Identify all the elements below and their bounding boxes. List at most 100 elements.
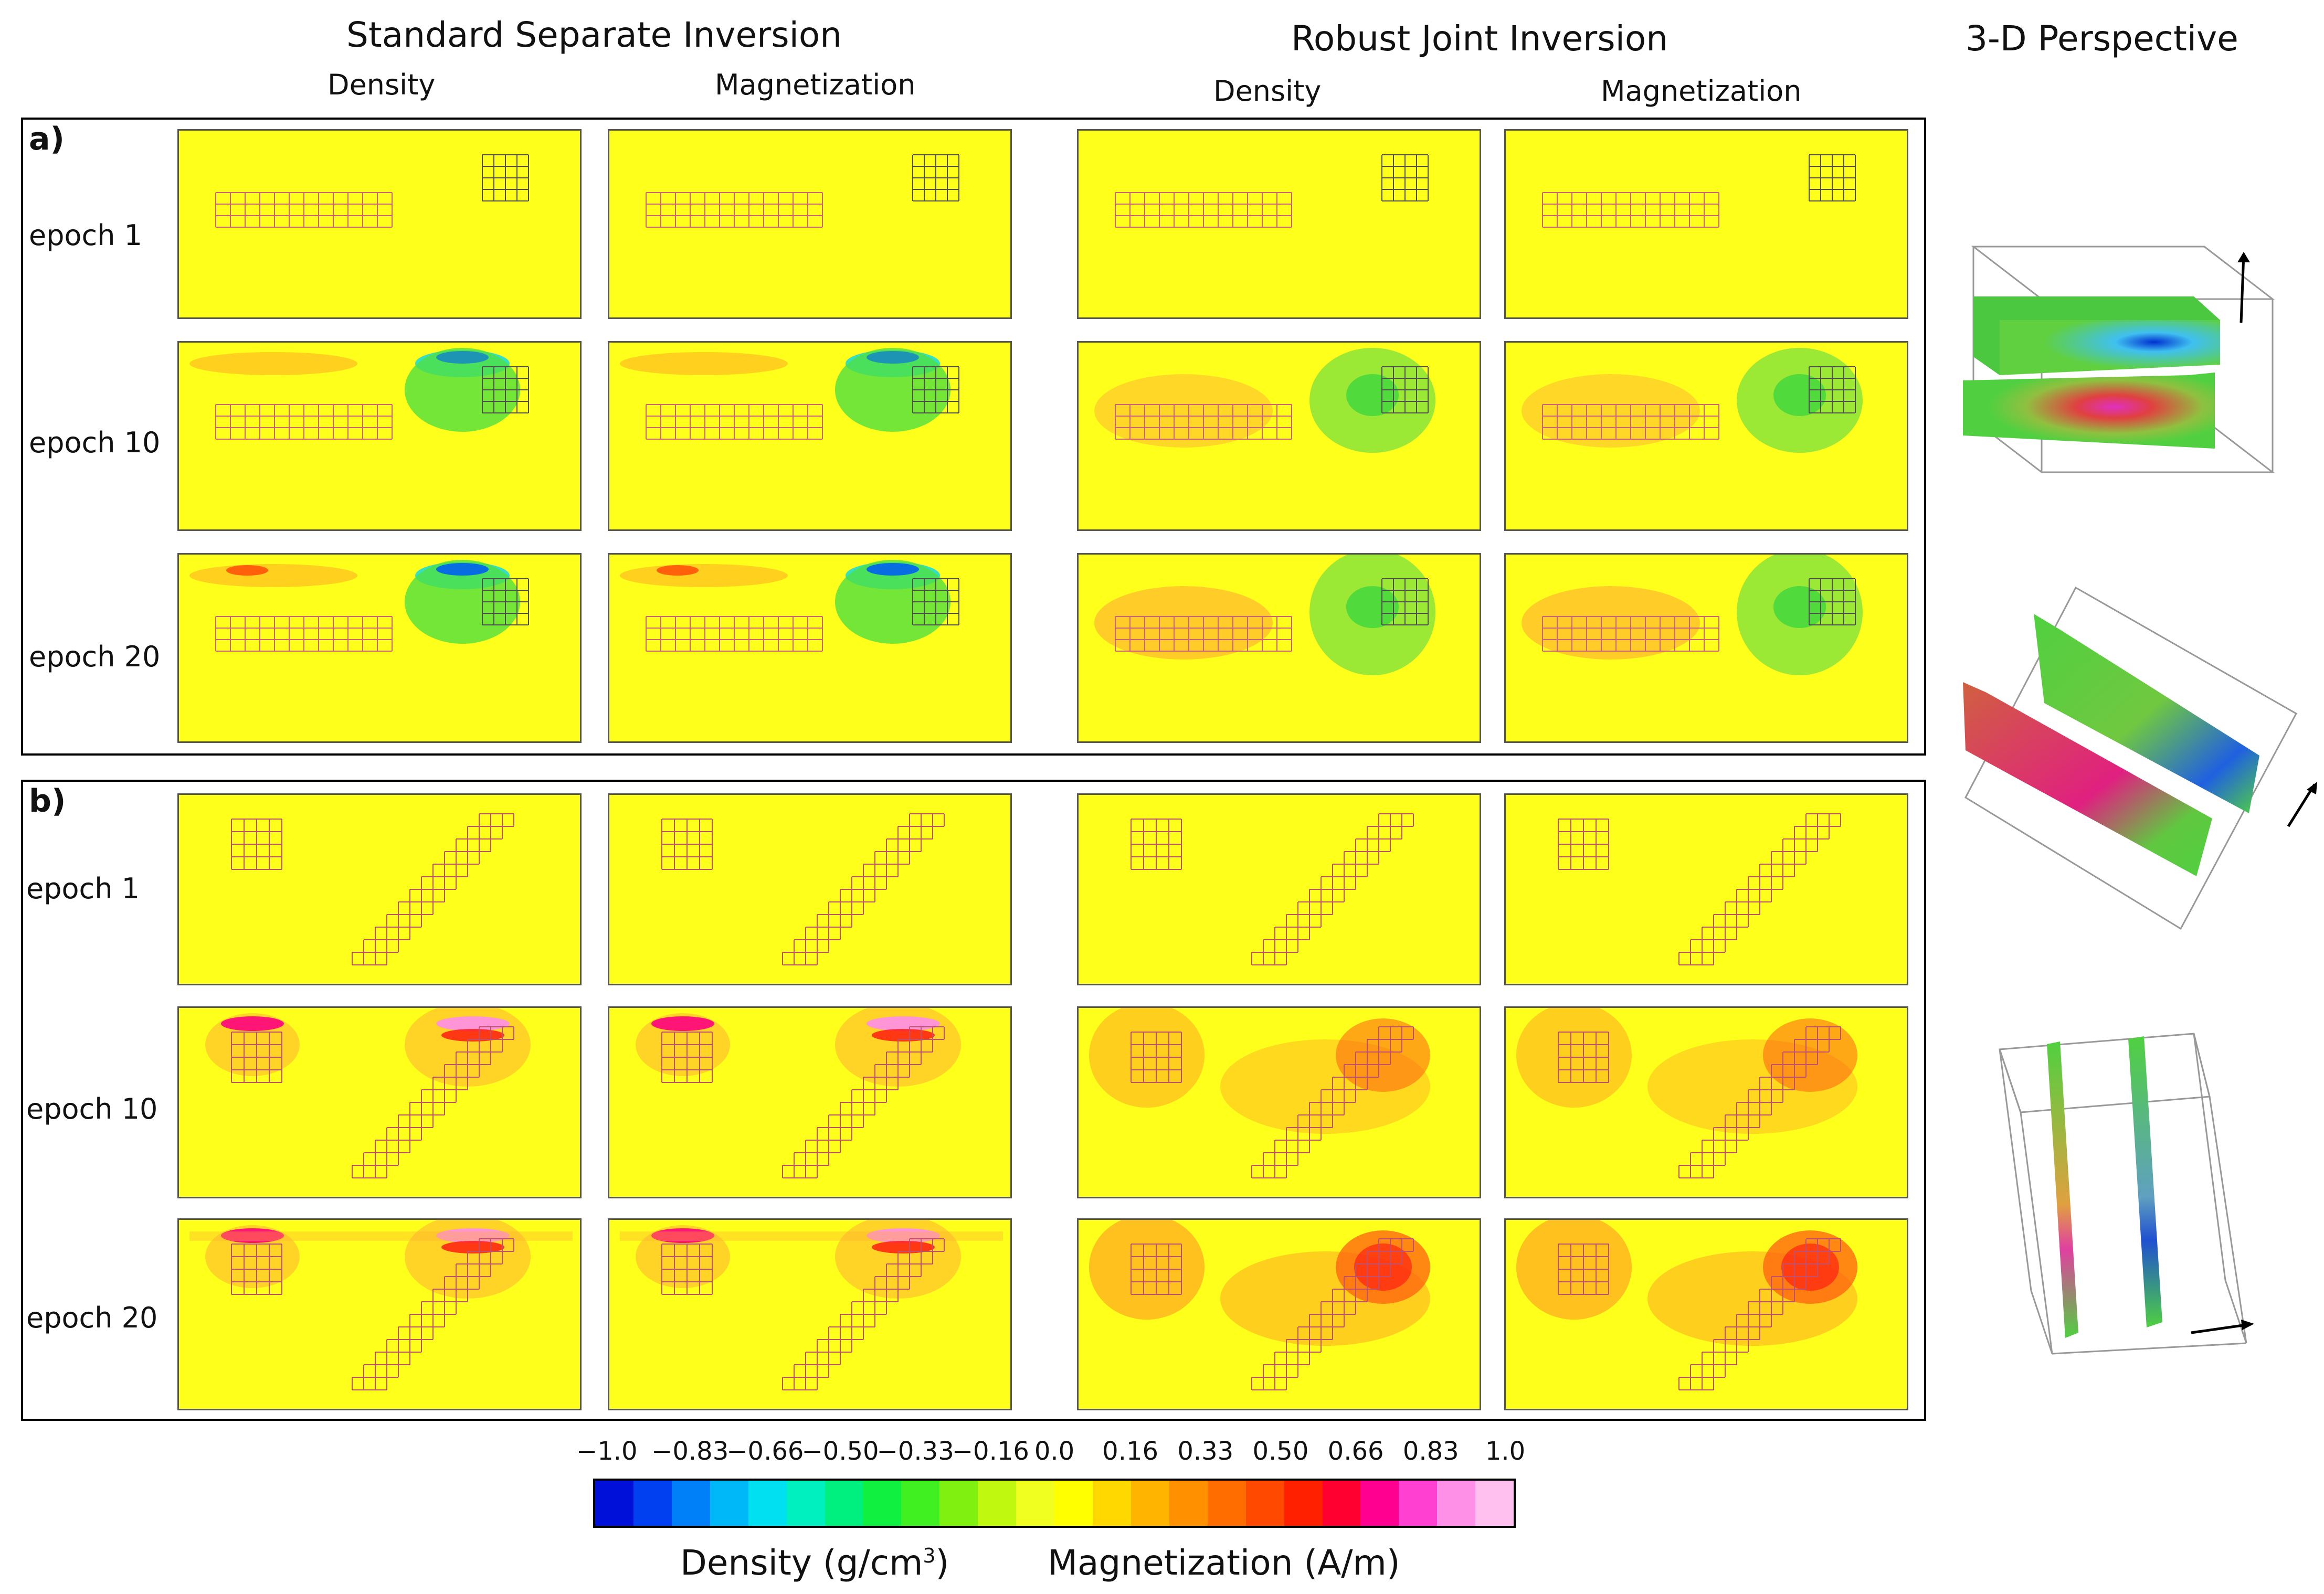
panel-graphic	[1131, 813, 1414, 965]
colorbar-tick-label: −1.0	[576, 1437, 638, 1466]
colorbar-tick-label: 1.0	[1485, 1437, 1526, 1466]
colorbar-tick-label: −0.16	[952, 1437, 1029, 1466]
col-joint-density: Density	[1213, 75, 1322, 108]
colorbar-swatch	[1131, 1481, 1169, 1526]
colorbar-swatch	[825, 1481, 863, 1526]
inversion-panel	[177, 341, 582, 531]
colorbar-swatch	[1245, 1481, 1284, 1526]
perspective-view-2	[1963, 586, 2317, 930]
panel-graphic	[1516, 1008, 1857, 1178]
colorbar-swatch	[1475, 1481, 1514, 1526]
panel-graphic	[1558, 813, 1841, 965]
panel-graphic	[215, 154, 529, 228]
separate-inversion-title: Standard Separate Inversion	[346, 15, 842, 55]
panel-graphic	[636, 1008, 961, 1178]
colorbar-swatch	[748, 1481, 787, 1526]
inversion-panel	[177, 553, 582, 743]
colorbar-swatch	[863, 1481, 902, 1526]
inversion-panel	[1504, 793, 1908, 985]
panel-graphic	[1089, 1220, 1430, 1390]
colorbar-swatch	[1284, 1481, 1323, 1526]
inversion-panel	[177, 793, 582, 985]
colorbar-swatch	[1016, 1481, 1055, 1526]
panel-graphic	[620, 560, 959, 652]
colorbar-swatch	[1360, 1481, 1399, 1526]
perspective-view-1	[1963, 246, 2275, 473]
colorbar-swatch	[1399, 1481, 1438, 1526]
inversion-panel	[177, 129, 582, 319]
col-joint-magnetization: Magnetization	[1601, 75, 1802, 108]
colorbar-swatch	[633, 1481, 672, 1526]
perspective-view-3	[1998, 1033, 2254, 1355]
inversion-panel	[608, 1218, 1012, 1410]
inversion-panel	[1077, 1006, 1481, 1198]
colorbar-tick-label: 0.16	[1102, 1437, 1159, 1466]
panel-graphic	[1094, 348, 1435, 453]
colorbar	[593, 1479, 1516, 1528]
inversion-panel	[1077, 1218, 1481, 1410]
colorbar-swatch	[1437, 1481, 1476, 1526]
panel-graphic	[1522, 555, 1863, 675]
inversion-panel	[1504, 129, 1908, 319]
colorbar-label-density: Density (g/cm3)	[680, 1543, 949, 1583]
inversion-panel	[608, 553, 1012, 743]
panel-graphic	[1522, 348, 1863, 453]
colorbar-swatch	[786, 1481, 825, 1526]
epoch-label: epoch 10	[29, 426, 161, 459]
colorbar-tick-label: 0.83	[1402, 1437, 1459, 1466]
inversion-panel	[1504, 553, 1908, 743]
inversion-panel	[177, 1006, 582, 1198]
section-a-label: a)	[29, 121, 65, 157]
panel-graphic	[1542, 154, 1856, 228]
col-sep-density: Density	[328, 68, 436, 101]
colorbar-swatch	[1092, 1481, 1131, 1526]
colorbar-swatch	[1169, 1481, 1208, 1526]
perspective-title: 3-D Perspective	[1966, 18, 2238, 59]
colorbar-swatch	[901, 1481, 940, 1526]
colorbar-label-magnetization: Magnetization (A/m)	[1048, 1543, 1400, 1583]
colorbar-tick-label: 0.50	[1252, 1437, 1309, 1466]
panel-graphic	[1089, 1008, 1430, 1178]
inversion-panel	[608, 129, 1012, 319]
section-b-label: b)	[29, 783, 66, 820]
inversion-panel	[608, 341, 1012, 531]
colorbar-swatch	[1207, 1481, 1246, 1526]
inversion-panel	[608, 793, 1012, 985]
colorbar-swatch	[939, 1481, 978, 1526]
colorbar-tick-label: 0.0	[1034, 1437, 1075, 1466]
inversion-panel	[1504, 341, 1908, 531]
colorbar-swatch	[710, 1481, 748, 1526]
colorbar-tick-label: −0.83	[651, 1437, 729, 1466]
panel-graphic	[231, 813, 514, 965]
inversion-panel	[177, 1218, 582, 1410]
panel-graphic	[1094, 555, 1435, 675]
inversion-panel	[1077, 793, 1481, 985]
colorbar-tick-label: 0.33	[1177, 1437, 1234, 1466]
epoch-label: epoch 20	[29, 640, 161, 673]
colorbar-tick-label: −0.33	[876, 1437, 954, 1466]
section-a-box	[21, 118, 1926, 756]
panel-graphic	[189, 560, 529, 652]
inversion-panel	[608, 1006, 1012, 1198]
inversion-panel	[1077, 341, 1481, 531]
epoch-label: epoch 1	[29, 219, 142, 252]
col-sep-magnetization: Magnetization	[715, 68, 916, 101]
epoch-label: epoch 10	[26, 1092, 158, 1125]
density-unit-label: Density (g/cm	[680, 1543, 923, 1583]
panel-graphic	[1115, 154, 1429, 228]
inversion-panel	[1504, 1218, 1908, 1410]
inversion-panel	[1077, 129, 1481, 319]
epoch-label: epoch 20	[26, 1301, 158, 1334]
inversion-panel	[1077, 553, 1481, 743]
colorbar-swatch	[595, 1481, 633, 1526]
colorbar-swatch	[978, 1481, 1017, 1526]
colorbar-tick-label: −0.66	[726, 1437, 804, 1466]
panel-graphic	[661, 813, 945, 965]
colorbar-tick-label: 0.66	[1327, 1437, 1384, 1466]
panel-graphic	[189, 1220, 573, 1390]
panel-graphic	[620, 348, 959, 440]
colorbar-swatch	[671, 1481, 710, 1526]
colorbar-swatch	[1322, 1481, 1361, 1526]
density-unit-superscript: 3	[923, 1544, 936, 1567]
panel-graphic	[189, 348, 529, 440]
